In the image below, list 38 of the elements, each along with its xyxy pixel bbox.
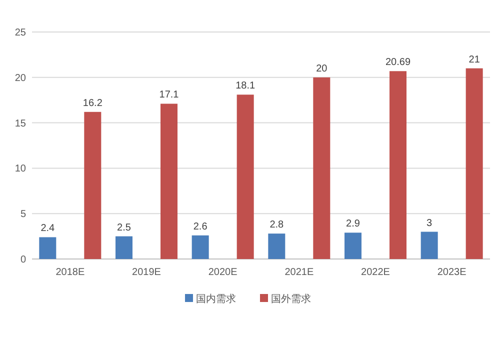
bar — [313, 77, 330, 259]
y-tick-label: 25 — [14, 28, 26, 38]
data-label: 2.5 — [117, 222, 132, 234]
bar — [390, 71, 406, 259]
data-label: 20.69 — [385, 57, 411, 68]
bar — [160, 104, 178, 259]
bar — [39, 237, 56, 259]
bar — [192, 235, 209, 259]
y-tick-label: 5 — [20, 209, 26, 220]
bar — [466, 68, 483, 259]
x-tick-label: 2019E — [132, 267, 162, 278]
data-label: 3 — [426, 218, 433, 229]
bar — [344, 232, 362, 259]
x-tick-label: 2021E — [284, 267, 314, 278]
data-label: 2.6 — [193, 221, 208, 232]
bar — [268, 234, 286, 259]
data-label: 2.9 — [346, 218, 360, 230]
bar — [420, 232, 438, 259]
data-label: 2.8 — [270, 220, 284, 231]
x-tick-label: 2023E — [437, 267, 467, 278]
x-tick-label: 2020E — [208, 267, 238, 278]
data-label: 20 — [316, 63, 328, 74]
x-tick-label: 2022E — [361, 267, 390, 278]
bar — [116, 236, 132, 259]
bar — [84, 112, 102, 259]
data-label: 16.2 — [82, 98, 103, 109]
x-tick-label: 2018E — [56, 267, 85, 278]
y-tick-label: 20 — [14, 72, 26, 84]
y-tick-label: 15 — [14, 118, 26, 130]
data-label: 21 — [468, 54, 480, 66]
legend-label: 国内需求 — [196, 293, 236, 305]
bar — [236, 94, 254, 259]
y-tick-label: 10 — [14, 164, 26, 175]
legend-label: 国外需求 — [271, 293, 311, 305]
y-tick-label: 0 — [20, 254, 26, 266]
data-label: 17.1 — [159, 90, 180, 101]
data-label: 18.1 — [236, 80, 256, 92]
data-label: 2.4 — [40, 223, 56, 234]
